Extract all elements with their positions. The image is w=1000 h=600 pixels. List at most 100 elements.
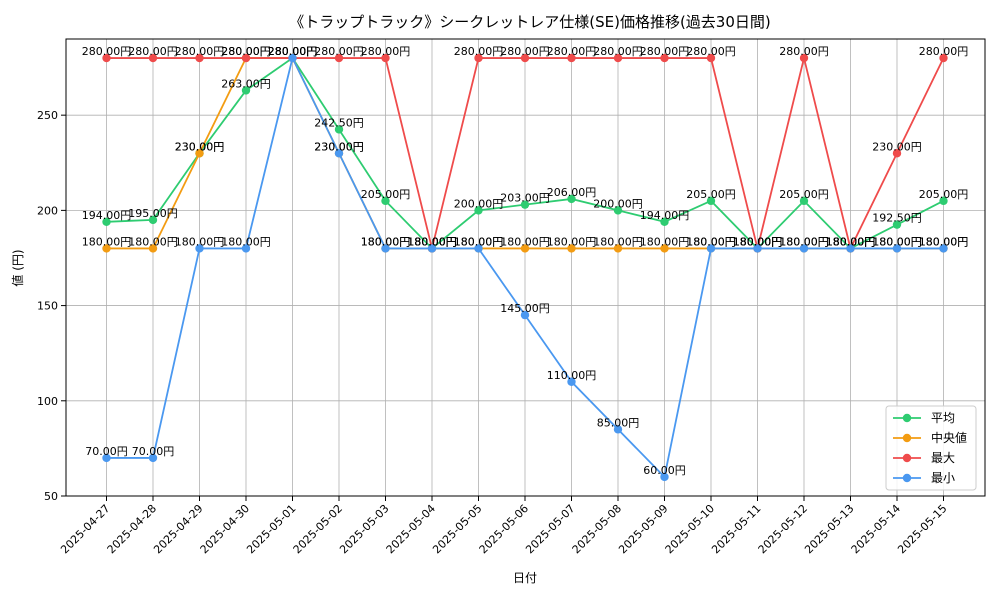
data-label: 263.00円 — [221, 77, 271, 90]
data-label: 280.00円 — [82, 45, 132, 58]
data-label: 280.00円 — [268, 45, 318, 58]
data-point — [613, 206, 623, 215]
legend-entry: 最大 — [931, 451, 955, 465]
data-label: 180.00円 — [872, 235, 922, 248]
y-tick-label: 200 — [37, 204, 58, 217]
data-point — [567, 53, 576, 63]
data-label: 230.00円 — [175, 140, 225, 153]
data-point — [334, 125, 344, 134]
chart-title: 《トラップトラック》シークレットレア仕様(SE)価格推移(過去30日間) — [289, 13, 771, 31]
data-label: 180.00円 — [779, 235, 829, 248]
data-point — [102, 53, 111, 63]
data-label: 180.00円 — [593, 235, 643, 248]
data-label: 280.00円 — [919, 45, 969, 58]
y-tick-label: 250 — [37, 109, 58, 122]
data-label: 180.00円 — [640, 235, 690, 248]
data-point — [660, 53, 669, 63]
data-label: 180.00円 — [686, 235, 736, 248]
data-point — [567, 194, 576, 204]
data-label: 180.00円 — [826, 235, 876, 248]
data-point — [195, 53, 204, 63]
data-label: 280.00円 — [454, 45, 504, 58]
data-label: 230.00円 — [175, 140, 225, 153]
data-point — [520, 53, 530, 63]
data-point — [474, 53, 483, 63]
data-label: 242.50円 — [314, 116, 364, 129]
legend-entry: 平均 — [931, 411, 955, 425]
y-axis-label: 値 (円) — [10, 249, 25, 286]
legend-entry: 中央値 — [931, 430, 967, 445]
data-label: 180.00円 — [82, 235, 132, 248]
data-label: 180.00円 — [407, 235, 457, 248]
data-label: 180.00円 — [361, 235, 411, 248]
data-label: 280.00円 — [640, 45, 690, 58]
data-label: 195.00円 — [128, 207, 178, 220]
data-point — [427, 244, 437, 253]
data-point — [799, 196, 809, 206]
data-point — [939, 244, 948, 253]
data-label: 180.00円 — [733, 235, 783, 248]
data-label: 180.00円 — [454, 235, 504, 248]
data-label: 230.00円 — [314, 140, 364, 153]
y-axis: 50 100 150 200 250 — [37, 109, 66, 503]
data-point — [381, 244, 390, 253]
series-layer: 194.00円 195.00円 230.00円 263.00円 280.00円 242.5… — [82, 45, 969, 482]
data-label: 200.00円 — [593, 197, 643, 210]
data-label: 203.00円 — [500, 192, 550, 205]
data-label: 180.00円 — [547, 235, 597, 248]
data-label: 180.00円 — [407, 235, 457, 248]
data-point — [892, 244, 902, 253]
data-label: 205.00円 — [686, 188, 736, 201]
data-point — [706, 53, 716, 63]
data-label: 180.00円 — [128, 235, 178, 248]
data-point — [102, 217, 111, 226]
legend-marker — [902, 433, 912, 443]
data-point — [892, 149, 902, 158]
data-label: 280.00円 — [361, 45, 411, 58]
data-label: 180.00円 — [175, 235, 225, 248]
data-label: 180.00円 — [919, 235, 969, 248]
data-label: 145.00円 — [500, 302, 550, 315]
legend-marker — [902, 413, 912, 423]
data-label: 180.00円 — [919, 235, 969, 248]
data-point — [939, 53, 948, 63]
data-label: 280.00円 — [268, 45, 318, 58]
data-point — [241, 53, 251, 63]
legend-marker — [902, 473, 912, 483]
data-label: 205.00円 — [361, 188, 411, 201]
data-point — [381, 53, 390, 63]
plot-frame — [65, 38, 986, 497]
data-point — [753, 244, 762, 253]
data-label: 280.00円 — [268, 45, 318, 58]
data-point — [148, 244, 158, 253]
data-label: 85.00円 — [597, 416, 640, 429]
data-point — [520, 200, 530, 209]
data-label: 180.00円 — [686, 235, 736, 248]
data-label: 280.00円 — [314, 45, 364, 58]
data-point — [660, 472, 669, 482]
data-point — [102, 453, 111, 463]
data-point — [799, 53, 809, 63]
data-label: 180.00円 — [872, 235, 922, 248]
data-label: 205.00円 — [919, 188, 969, 201]
data-point — [892, 220, 902, 229]
data-point — [706, 196, 716, 206]
data-point — [381, 196, 390, 206]
x-axis: 2025-04-272025-04-282025-04-292025-04-30… — [58, 496, 950, 556]
data-point — [706, 244, 716, 253]
y-tick-label: 150 — [37, 300, 58, 313]
x-tick-label: 2025-05-15 — [895, 502, 949, 556]
data-label: 180.00円 — [779, 235, 829, 248]
data-label: 280.00円 — [500, 45, 550, 58]
data-label: 280.00円 — [547, 45, 597, 58]
data-point — [474, 244, 483, 253]
data-point — [520, 310, 530, 320]
data-point — [195, 244, 204, 253]
data-label: 70.00円 — [132, 445, 175, 458]
data-label: 180.00円 — [221, 235, 271, 248]
data-label: 194.00円 — [640, 209, 690, 222]
data-point — [939, 196, 948, 206]
data-label: 60.00円 — [643, 464, 686, 477]
